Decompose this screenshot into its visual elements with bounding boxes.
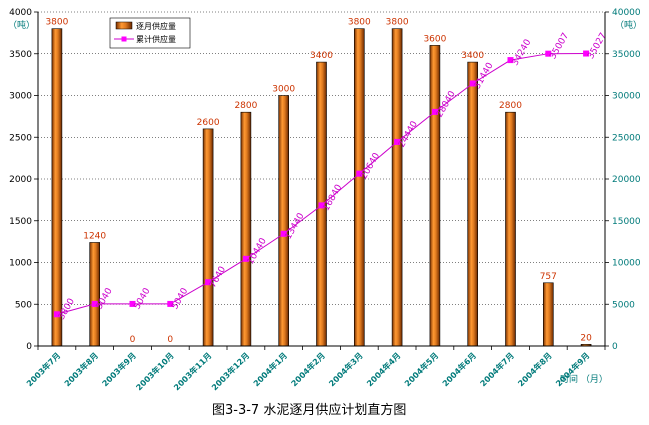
bar-value-label: 757 [540, 272, 557, 282]
legend-line-label: 累计供应量 [136, 34, 176, 44]
x-tick-label: 2004年4月 [364, 350, 402, 388]
cumulative-point [507, 57, 514, 64]
bar [353, 28, 365, 347]
y-right-tick-label: 25000 [612, 133, 641, 143]
cumulative-point [469, 80, 476, 87]
bar [89, 242, 100, 347]
x-tick-label: 2004年3月 [327, 350, 365, 388]
bar-value-label: 3400 [461, 51, 484, 61]
y-right-tick-label: 0 [612, 342, 618, 352]
bar-value-label: 2800 [234, 101, 257, 111]
x-tick-label: 2003年8月 [62, 350, 100, 388]
bar [202, 128, 214, 347]
bar-value-label: 2600 [197, 118, 220, 128]
y-left-unit-label: （吨） [8, 19, 35, 31]
chart-caption: 图3-3-7 水泥逐月供应计划直方图 [212, 402, 406, 418]
y-right-tick-label: 20000 [612, 175, 641, 185]
y-left-tick-label: 0 [26, 342, 32, 352]
y-right-tick-label: 30000 [612, 92, 641, 102]
y-right-tick-label: 5000 [612, 300, 635, 310]
bar-value-label: 3800 [45, 18, 68, 28]
bar [467, 61, 479, 347]
cumulative-point [53, 311, 60, 318]
legend-line-marker [121, 36, 127, 42]
bar [542, 282, 554, 347]
bar [429, 45, 441, 347]
cumulative-point [431, 108, 438, 115]
y-left-tick-label: 3000 [9, 92, 32, 102]
x-tick-label: 2004年8月 [516, 350, 554, 388]
x-tick-label: 2004年2月 [289, 350, 327, 388]
legend: 逐月供应量 累计供应量 [109, 17, 191, 49]
y-right-tick-label: 10000 [612, 259, 641, 269]
x-tick-label: 2004年6月 [440, 350, 478, 388]
bar-value-label: 1240 [83, 231, 106, 241]
bar-value-label: 0 [167, 335, 173, 345]
x-tick-label: 2004年7月 [478, 350, 516, 388]
bar [240, 111, 252, 347]
cumulative-point [356, 170, 363, 177]
cumulative-point [129, 300, 136, 307]
bar-value-label: 3800 [386, 18, 409, 28]
y-left-tick-label: 2000 [9, 175, 32, 185]
cumulative-point [394, 138, 401, 145]
y-left-tick-label: 3500 [9, 50, 32, 60]
bar-value-label: 3000 [272, 85, 295, 95]
x-tick-label: 2003年11月 [172, 350, 214, 392]
y-left-tick-label: 2500 [9, 133, 32, 143]
y-right-unit-label: （吨） [615, 19, 642, 31]
x-tick-label: 2003年7月 [24, 350, 62, 388]
bar-value-label: 2800 [499, 101, 522, 111]
x-unit-label: 时间 （月） [560, 373, 608, 385]
x-tick-label: 2004年1月 [251, 350, 289, 388]
cumulative-point [242, 255, 249, 262]
legend-bar-label: 逐月供应量 [136, 21, 176, 31]
cumulative-line-series [53, 50, 590, 318]
x-tick-label: 2003年12月 [209, 350, 251, 392]
y-left-tick-label: 500 [15, 300, 32, 310]
cumulative-point [91, 300, 98, 307]
y-right-tick-label: 40000 [612, 8, 641, 18]
legend-bar-swatch [115, 21, 133, 30]
x-tick-label: 2004年5月 [402, 350, 440, 388]
bar-value-label: 3800 [348, 18, 371, 28]
x-tick-label: 2003年9月 [100, 350, 138, 388]
y-right-tick-label: 15000 [612, 217, 641, 227]
cumulative-point [583, 50, 590, 57]
y-left-tick-label: 4000 [9, 8, 32, 18]
bar-value-label: 3600 [423, 34, 446, 44]
bar [391, 28, 403, 347]
cumulative-point [167, 300, 174, 307]
bar [278, 95, 290, 347]
bar [51, 28, 63, 347]
cumulative-point [205, 279, 212, 286]
y-right-tick-label: 35000 [612, 50, 641, 60]
cumulative-point [280, 230, 287, 237]
y-left-tick-label: 1000 [9, 259, 32, 269]
bar-value-label: 0 [130, 335, 136, 345]
bar [505, 111, 516, 347]
bar-value-label: 3400 [310, 51, 333, 61]
cumulative-point [318, 202, 325, 209]
cumulative-point [545, 50, 552, 57]
y-left-tick-label: 1500 [9, 217, 32, 227]
x-tick-label: 2003年10月 [134, 350, 176, 392]
bar-value-label: 20 [580, 333, 592, 343]
